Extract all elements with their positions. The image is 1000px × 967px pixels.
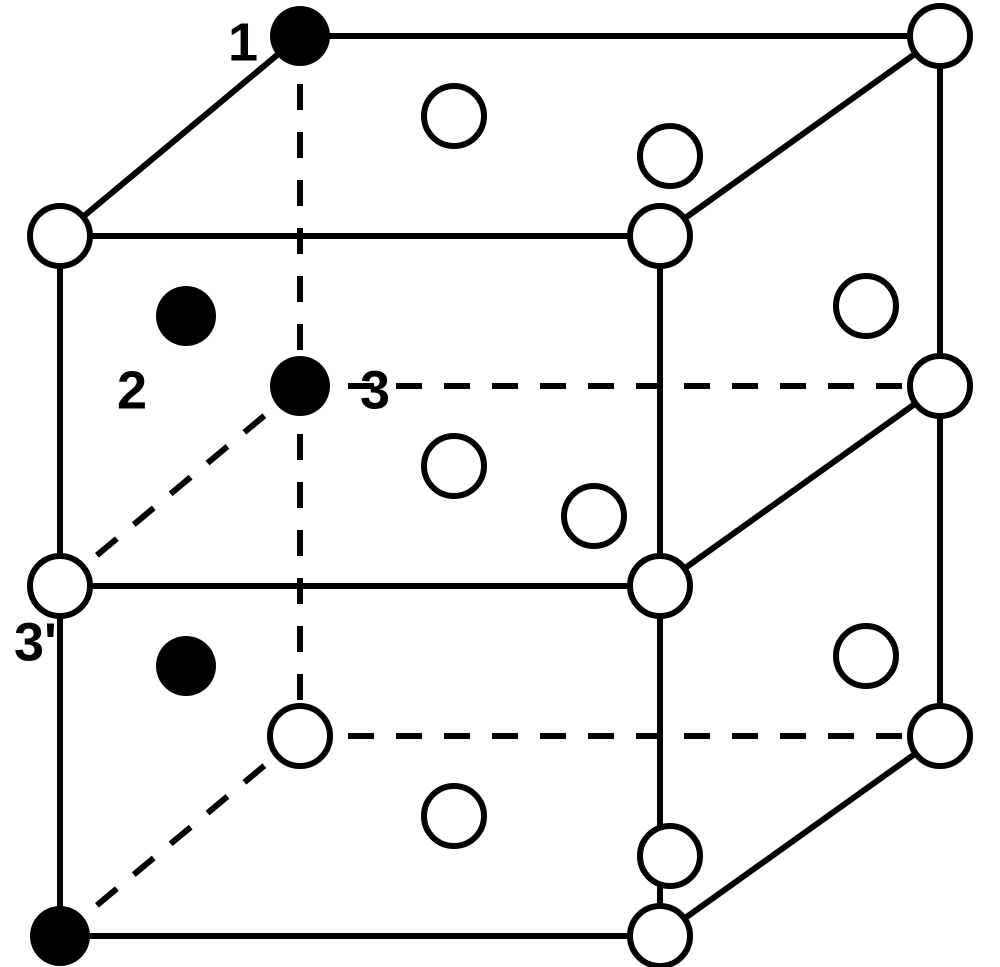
node-label: 3' [14,612,57,672]
vertex-open [910,356,970,416]
interior-open-node [424,786,484,846]
vertex-open [270,706,330,766]
interior-filled-node [156,286,216,346]
vertex-filled [270,6,330,66]
node-label: 3 [360,360,390,420]
vertex-filled [30,906,90,966]
edge [660,736,940,936]
vertex-open [30,556,90,616]
vertex-open [910,6,970,66]
edge [660,386,940,586]
nodes-layer [30,6,970,966]
interior-open-node [640,126,700,186]
vertex-open [910,706,970,766]
vertex-open [30,206,90,266]
vertex-open [630,556,690,616]
edge [660,36,940,236]
vertex-filled [270,356,330,416]
interior-filled-node [156,636,216,696]
interior-open-node [564,486,624,546]
lattice-diagram: 1 2 3 3' [0,0,1000,967]
interior-open-node [424,436,484,496]
edge [60,386,300,586]
edge [60,36,300,236]
interior-open-node [424,86,484,146]
node-label: 2 [117,360,147,420]
interior-open-node [640,826,700,886]
node-label: 1 [228,12,258,72]
vertex-open [630,206,690,266]
vertex-open [630,906,690,966]
interior-open-node [836,276,896,336]
edges-layer [60,36,940,936]
interior-open-node [836,626,896,686]
edge [60,736,300,936]
